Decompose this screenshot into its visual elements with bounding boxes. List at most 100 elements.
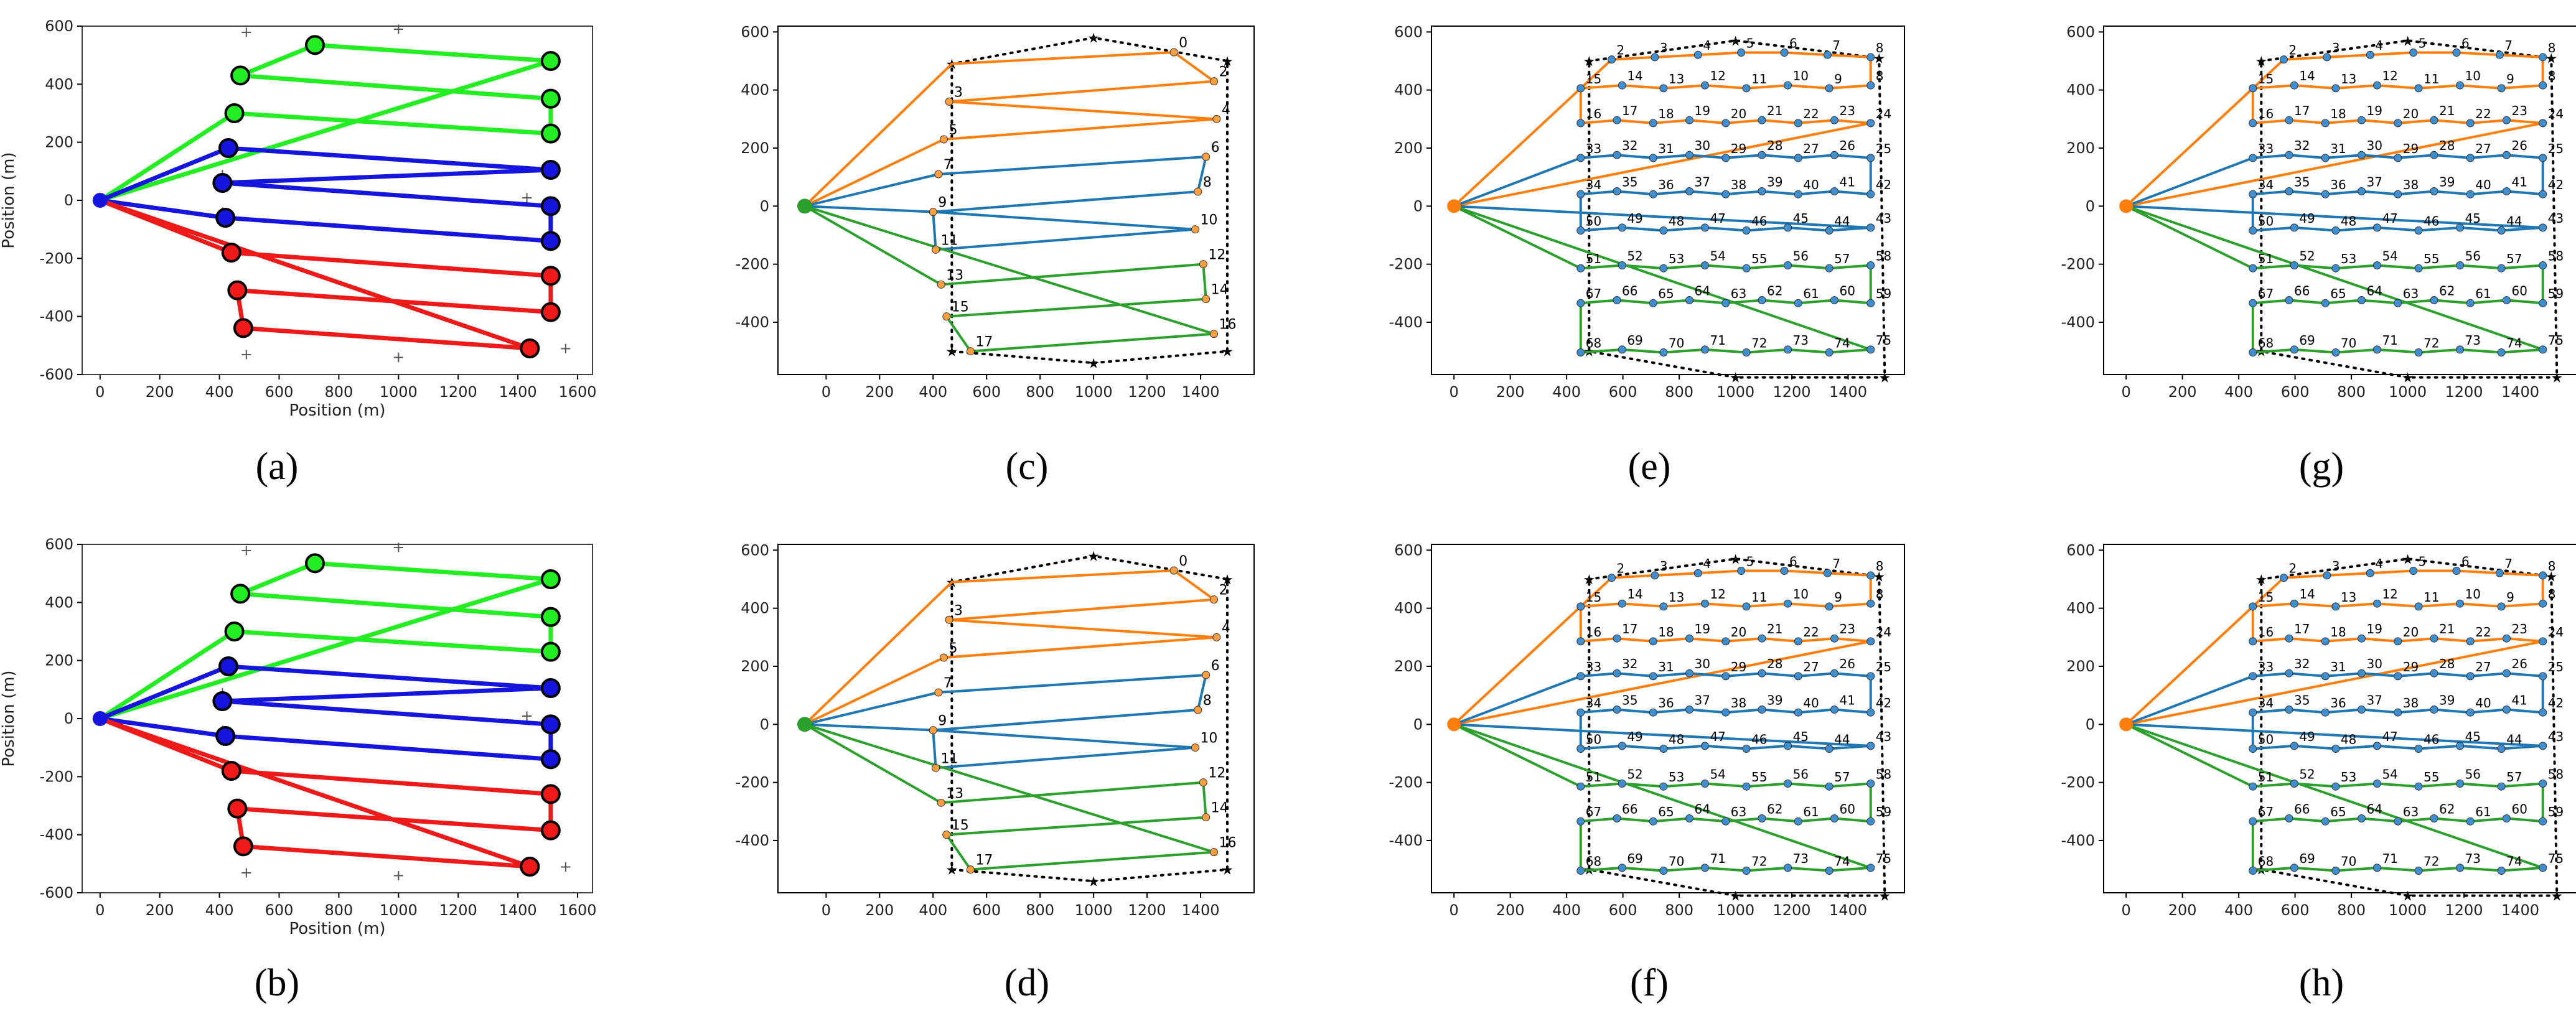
waypoint-node (1618, 223, 1626, 232)
waypoint-label: 47 (2382, 211, 2397, 226)
waypoint-label: 9 (2506, 590, 2514, 605)
waypoint-node (1613, 634, 1621, 643)
waypoint-label: 60 (1839, 802, 1855, 817)
y-tick-label: 600 (45, 536, 73, 553)
waypoint-label: 72 (1751, 336, 1767, 351)
waypoint-label: 19 (1694, 622, 1710, 636)
plot-frame (2103, 26, 2576, 375)
waypoint-node (1866, 81, 1875, 90)
waypoint-label: 15 (1586, 72, 1601, 86)
waypoint-node (2539, 864, 2547, 872)
waypoint-label: 48 (2341, 732, 2356, 747)
waypoint-label: 24 (2548, 625, 2564, 640)
waypoint-node (1784, 261, 1792, 270)
waypoint-label: 37 (1694, 693, 1710, 708)
x-tick-label: 1000 (2389, 383, 2427, 401)
route-steelblue-line (2125, 672, 2544, 750)
waypoint-label: 8 (1876, 587, 1884, 602)
waypoint-node (2290, 345, 2298, 354)
waypoint-label: 46 (2424, 732, 2439, 747)
waypoint-label: 2 (1219, 583, 1228, 599)
y-tick-label: -600 (40, 884, 73, 901)
waypoint-node (942, 312, 951, 321)
y-tick-label: -600 (40, 366, 73, 383)
waypoint-label: 16 (1219, 836, 1237, 851)
waypoint-node (1693, 50, 1702, 59)
waypoint-node (1659, 782, 1668, 791)
waypoint-node (2497, 348, 2506, 357)
waypoint-label: 40 (1803, 696, 1819, 710)
plot-frame (82, 26, 593, 375)
route-orange-line (2125, 569, 2544, 726)
waypoint-label: 4 (2375, 556, 2383, 571)
y-tick-label: 0 (760, 715, 769, 733)
waypoint-node (2285, 151, 2293, 159)
route-blue-node (212, 173, 233, 193)
waypoint-node (1721, 708, 1730, 717)
x-tick-label: 800 (2337, 383, 2366, 401)
waypoint-label: 55 (1751, 251, 1767, 266)
waypoint-node (2249, 154, 2257, 162)
route-darkgreen-line (803, 723, 1215, 871)
boundary-vertex: ★ (2545, 569, 2557, 585)
waypoint-label: 59 (2548, 804, 2564, 819)
waypoint-node (1742, 867, 1751, 875)
waypoint-label: 36 (2330, 177, 2346, 192)
waypoint-node (2414, 84, 2423, 93)
y-tick-label: 600 (741, 541, 769, 559)
waypoint-label: 34 (2258, 177, 2274, 192)
waypoint-node (1742, 84, 1751, 93)
waypoint-label: 61 (2475, 286, 2491, 301)
boundary-vertex: ★ (2255, 572, 2267, 588)
waypoint-node (2249, 745, 2257, 753)
waypoint-node (1659, 348, 1668, 357)
waypoint-node (1758, 634, 1766, 643)
waypoint-node (2456, 81, 2465, 90)
waypoint-node (1651, 571, 1659, 580)
boundary-vertex: ★ (1221, 54, 1234, 70)
waypoint-label: 72 (1751, 854, 1767, 869)
waypoint-node (2394, 190, 2402, 198)
waypoint-label: 18 (1658, 625, 1674, 640)
waypoint-label: 75 (2548, 333, 2564, 348)
waypoint-node (2456, 742, 2465, 750)
waypoint-node (2372, 742, 2381, 750)
waypoint-label: 26 (2511, 656, 2527, 671)
waypoint-label: 69 (1627, 333, 1642, 348)
waypoint-label: 13 (2341, 590, 2356, 605)
waypoint-node (2539, 599, 2547, 608)
waypoint-label: 6 (1211, 658, 1220, 674)
waypoint-label: 13 (946, 268, 963, 283)
waypoint-label: 42 (2548, 696, 2564, 710)
y-tick-label: -200 (1389, 774, 1423, 791)
waypoint-node (1794, 672, 1802, 681)
waypoint-label: 59 (1876, 286, 1891, 301)
x-tick-label: 800 (324, 901, 353, 919)
waypoint-label: 75 (2548, 851, 2564, 866)
waypoint-label: 5 (948, 641, 957, 656)
waypoint-node (1649, 190, 1657, 198)
waypoint-node (2372, 345, 2381, 354)
waypoint-label: 30 (1694, 656, 1710, 671)
waypoint-node (1576, 264, 1585, 272)
waypoint-node (1649, 708, 1657, 717)
x-tick-label: 0 (95, 383, 105, 401)
waypoint-node (2249, 817, 2257, 826)
y-tick-label: 0 (2086, 715, 2095, 733)
y-tick-label: 400 (741, 600, 769, 617)
waypoint-label: 60 (2511, 802, 2527, 817)
waypoint-label: 52 (1627, 249, 1642, 264)
waypoint-label: 31 (2330, 141, 2346, 156)
boundary-line (2260, 557, 2559, 897)
y-tick-label: 200 (741, 139, 769, 157)
waypoint-node (1685, 116, 1693, 124)
waypoint-node (1784, 345, 1792, 354)
waypoint-label: 39 (1767, 693, 1782, 708)
waypoint-node (1202, 295, 1211, 304)
depot-node (92, 193, 108, 208)
waypoint-label: 66 (2294, 284, 2310, 299)
waypoint-label: 25 (1876, 141, 1891, 156)
waypoint-label: 32 (2294, 656, 2310, 671)
waypoint-label: 73 (2465, 333, 2481, 348)
waypoint-label: 12 (2382, 587, 2397, 602)
